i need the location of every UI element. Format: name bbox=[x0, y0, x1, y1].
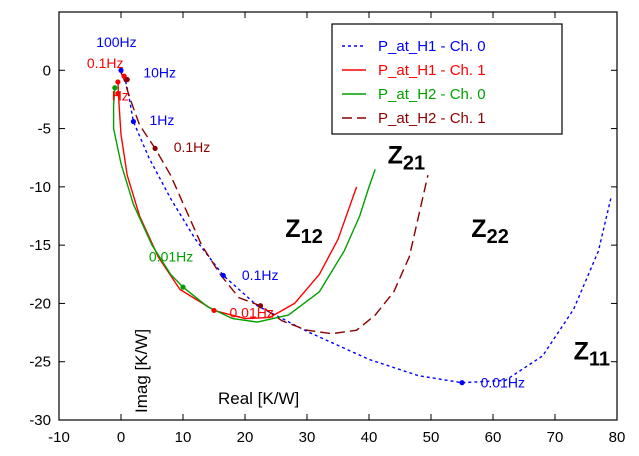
series-line-2 bbox=[112, 87, 376, 323]
data-point-marker bbox=[211, 307, 217, 314]
y-tick-label: -15 bbox=[29, 237, 51, 254]
legend: P_at_H1 - Ch. 0 P_at_H1 - Ch. 1 P_at_H2 - … bbox=[331, 23, 563, 135]
legend-label: P_at_H1 - Ch. 1 bbox=[378, 62, 486, 79]
x-axis-title: Real [K/W] bbox=[218, 389, 299, 408]
y-tick-label: -25 bbox=[29, 354, 51, 371]
data-point-marker bbox=[130, 118, 136, 125]
x-tick-label: 0 bbox=[117, 429, 125, 446]
curve-label: Z12 bbox=[285, 215, 323, 248]
x-tick-label: 20 bbox=[237, 429, 254, 446]
data-point-marker bbox=[220, 272, 226, 279]
x-axis-ticks: -10 0 10 20 30 40 50 60 70 80 bbox=[48, 12, 625, 446]
y-axis-title: Imag [K/W] bbox=[132, 329, 151, 413]
legend-label: P_at_H1 - Ch. 0 bbox=[378, 38, 486, 55]
x-tick-label: -10 bbox=[48, 429, 70, 446]
x-tick-label: 50 bbox=[423, 429, 440, 446]
data-point-marker bbox=[180, 284, 186, 290]
data-point-marker bbox=[118, 67, 124, 73]
y-tick-label: -20 bbox=[29, 295, 51, 312]
curve-label: Z11 bbox=[574, 337, 610, 370]
series-line-3 bbox=[120, 72, 429, 335]
data-point-marker bbox=[124, 77, 130, 83]
curve-label: Z21 bbox=[388, 142, 426, 175]
data-point-marker bbox=[257, 303, 264, 309]
x-tick-label: 80 bbox=[609, 429, 626, 446]
y-tick-label: -10 bbox=[29, 179, 51, 196]
data-point-marker bbox=[459, 380, 465, 386]
series-line-0 bbox=[120, 69, 612, 384]
curve-label-layer: Z21 Z12 Z22 Z11 bbox=[285, 142, 610, 371]
legend-box bbox=[331, 23, 563, 135]
legend-items: P_at_H1 - Ch. 0 P_at_H1 - Ch. 1 P_at_H2 - … bbox=[342, 38, 486, 127]
frequency-annotation: 100Hz bbox=[96, 34, 136, 50]
marker-layer bbox=[112, 67, 465, 386]
y-axis-ticks: 0 -5 -10 -15 -20 -25 -30 bbox=[29, 62, 617, 429]
frequency-annotation: 0.1Hz bbox=[242, 267, 279, 283]
data-point-marker bbox=[115, 79, 121, 85]
data-point-marker bbox=[152, 145, 158, 151]
data-point-marker bbox=[121, 73, 127, 79]
data-point-marker bbox=[115, 91, 121, 97]
x-tick-label: 10 bbox=[175, 429, 192, 446]
x-tick-label: 70 bbox=[547, 429, 564, 446]
data-point-marker bbox=[112, 85, 118, 91]
y-tick-label: -30 bbox=[29, 412, 51, 429]
y-tick-label: 0 bbox=[43, 62, 51, 79]
frequency-annotation: 0.1Hz bbox=[87, 55, 124, 71]
x-tick-label: 60 bbox=[485, 429, 502, 446]
frequency-annotation: 10Hz bbox=[143, 64, 176, 80]
legend-label: P_at_H2 - Ch. 0 bbox=[378, 86, 486, 103]
frequency-annotation: Hz bbox=[112, 88, 129, 104]
frequency-annotation: 0.01Hz bbox=[230, 304, 274, 320]
plot-area bbox=[58, 11, 618, 421]
frequency-annotation: 0.1Hz bbox=[174, 139, 211, 155]
annotation-layer: 100Hz 0.1Hz 10Hz Hz 1Hz 0.1Hz 0.01Hz 0.1Hz 0.01H… bbox=[87, 34, 525, 390]
frequency-annotation: 1Hz bbox=[150, 112, 175, 128]
x-tick-label: 40 bbox=[361, 429, 378, 446]
frequency-annotation: 0.01Hz bbox=[149, 248, 193, 264]
x-tick-label: 30 bbox=[299, 429, 316, 446]
frequency-annotation: 0.01Hz bbox=[481, 374, 525, 390]
legend-label: P_at_H2 - Ch. 1 bbox=[378, 110, 486, 127]
y-tick-label: -5 bbox=[38, 121, 51, 138]
curve-label: Z22 bbox=[471, 215, 509, 248]
